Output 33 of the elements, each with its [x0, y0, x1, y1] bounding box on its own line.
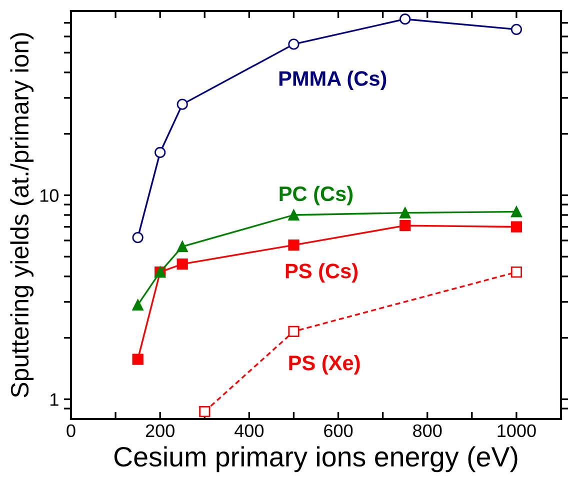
point	[199, 406, 210, 418]
point	[400, 220, 411, 232]
point	[288, 239, 300, 251]
y-tick-label: 1	[50, 393, 58, 406]
point	[176, 241, 188, 252]
x-tick-label: 400	[234, 424, 264, 438]
x-tick-label: 200	[146, 424, 174, 438]
point	[510, 206, 522, 218]
point	[400, 207, 411, 218]
series-label: PMMA (Cs)	[279, 70, 386, 90]
x-tick-label: 800	[413, 424, 442, 438]
point	[288, 209, 300, 221]
point	[154, 146, 166, 158]
x-axis-title: Cesium primary ions energy (eV)	[114, 446, 518, 472]
point	[288, 326, 300, 337]
series-label: PC (Cs)	[280, 186, 353, 206]
series-label: PS (Cs)	[286, 263, 358, 283]
point	[132, 354, 144, 365]
y-axis-title: Sputtering yields (at./primary ion)	[10, 33, 34, 398]
x-tick-label: 600	[324, 424, 353, 438]
point	[132, 232, 144, 244]
x-tick-label: 0	[66, 424, 76, 438]
point	[400, 14, 411, 25]
point	[288, 38, 300, 50]
point	[176, 258, 188, 270]
point	[510, 221, 522, 232]
y-tick-label: 10	[40, 189, 58, 202]
point	[132, 299, 144, 310]
point	[176, 98, 188, 110]
point	[510, 24, 522, 35]
point	[510, 266, 522, 278]
x-tick-label: 1000	[498, 424, 536, 438]
series-label: PS (Xe)	[289, 355, 360, 374]
